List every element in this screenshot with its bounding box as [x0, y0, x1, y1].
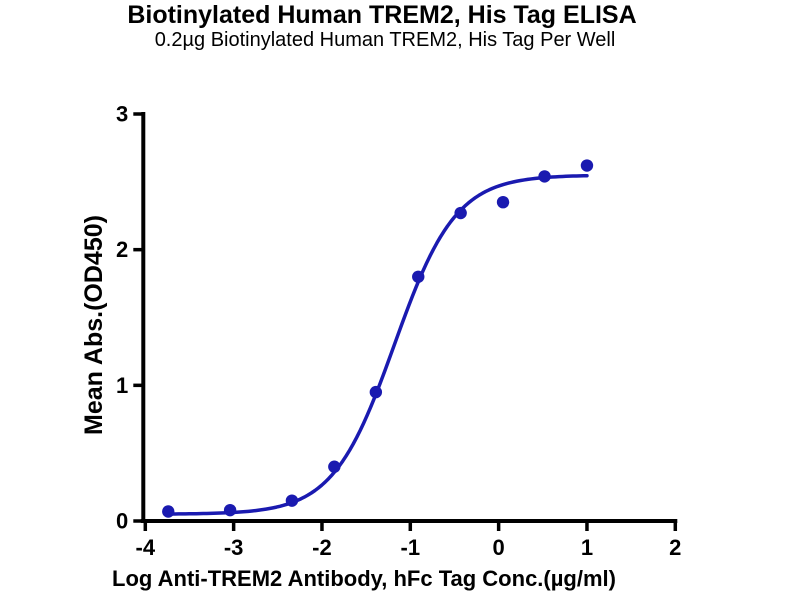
data-point	[369, 385, 383, 399]
x-tick-label: -2	[312, 535, 332, 560]
y-tick-label: 3	[116, 102, 128, 127]
data-point	[496, 195, 510, 209]
x-tick-label: 1	[581, 535, 593, 560]
x-tick-label: -1	[401, 535, 421, 560]
x-axis-label: Log Anti-TREM2 Antibody, hFc Tag Conc.(µ…	[112, 566, 616, 591]
data-point	[162, 505, 175, 518]
y-tick-label: 2	[116, 237, 128, 262]
x-tick-label: 0	[493, 535, 505, 560]
x-tick-label: -4	[136, 535, 156, 560]
y-tick-label: 1	[116, 373, 128, 398]
x-tick-label: 2	[669, 535, 681, 560]
data-point	[580, 159, 594, 172]
y-tick-label: 0	[116, 509, 128, 534]
chart-title: Biotinylated Human TREM2, His Tag ELISA	[127, 1, 637, 29]
x-tick-label: -3	[224, 535, 244, 560]
data-point	[454, 206, 467, 220]
data-point	[223, 503, 237, 517]
data-point	[328, 460, 341, 473]
data-point	[412, 270, 425, 283]
chart-subtitle: 0.2µg Biotinylated Human TREM2, His Tag …	[154, 29, 616, 51]
data-point	[285, 494, 299, 507]
fit-curve	[166, 173, 589, 516]
data-point	[538, 170, 551, 183]
